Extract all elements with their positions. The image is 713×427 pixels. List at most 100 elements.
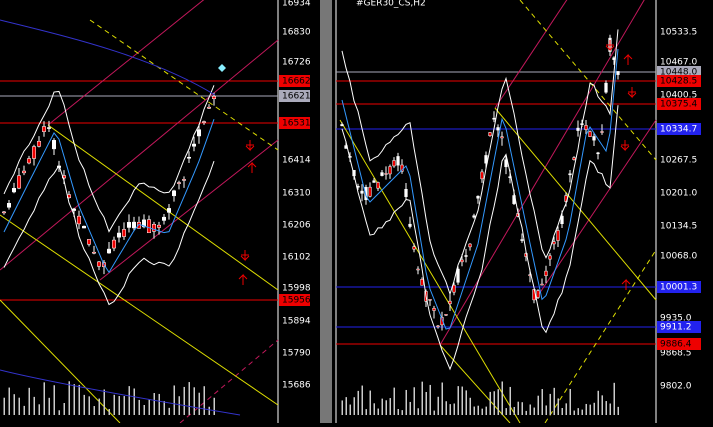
candle-body xyxy=(202,121,206,123)
volume-bar xyxy=(617,406,619,415)
volume-bar xyxy=(108,408,110,415)
volume-bar xyxy=(73,384,75,415)
volume-bar xyxy=(88,396,90,415)
candle-body xyxy=(42,126,46,132)
volume-bar xyxy=(533,407,535,415)
left-price-axis: 16934 16830 16726 16414 16310 16206 1610… xyxy=(279,0,311,391)
signal-arrow xyxy=(247,161,257,173)
volume-bar xyxy=(541,389,543,415)
volume-bar xyxy=(505,408,507,415)
volume-bar xyxy=(123,396,125,415)
volume-bar xyxy=(417,408,419,415)
level-label: 10448.0 xyxy=(660,68,697,78)
candle-body xyxy=(87,239,91,245)
candle-body xyxy=(432,308,436,311)
volume-bar xyxy=(349,404,351,415)
volume-bar xyxy=(23,405,25,415)
volume-bar xyxy=(557,398,559,415)
volume-bar xyxy=(453,403,455,415)
volume-bar xyxy=(553,387,555,415)
volume-bar xyxy=(477,405,479,415)
volume-bar xyxy=(113,394,115,415)
candle-body xyxy=(142,219,146,228)
volume-bar xyxy=(381,398,383,415)
volume-bar xyxy=(8,387,10,415)
signal-arrow xyxy=(605,40,615,52)
candle-body xyxy=(162,216,166,221)
volume-bar xyxy=(203,386,205,415)
volume-bar xyxy=(193,387,195,415)
candle-body xyxy=(2,211,6,214)
volume-bar xyxy=(373,403,375,415)
volume-bar xyxy=(58,410,60,415)
candle-body xyxy=(520,239,524,241)
volume-bar xyxy=(605,401,607,415)
moving-average xyxy=(0,19,216,96)
level-box xyxy=(657,338,701,350)
candle-body xyxy=(436,325,440,328)
candle-body xyxy=(472,215,476,218)
candle-body xyxy=(197,129,201,137)
volume-bar xyxy=(433,410,435,415)
volume-bar xyxy=(345,397,347,415)
volume-bar xyxy=(589,404,591,415)
chart-drawings xyxy=(0,0,657,424)
volume-bar xyxy=(609,403,611,415)
candle-body xyxy=(212,96,216,99)
price-label: 10267.5 xyxy=(660,156,697,166)
volume-bar xyxy=(461,386,463,415)
level-label: 10001.3 xyxy=(660,283,697,293)
divider xyxy=(320,0,332,423)
volume-bar xyxy=(361,385,363,415)
candle-body xyxy=(556,230,560,241)
candle-body xyxy=(396,156,400,166)
volume-bar xyxy=(549,393,551,415)
volume-bar xyxy=(341,400,343,415)
level-label: 9886.4 xyxy=(660,340,692,350)
candle-body xyxy=(172,190,176,197)
volume-bar xyxy=(529,404,531,415)
signal-arrow xyxy=(621,278,631,290)
volume-bar xyxy=(38,404,40,415)
volume-bar xyxy=(601,395,603,415)
volume-bar xyxy=(593,402,595,415)
level-label: 15956 xyxy=(282,296,311,306)
volume-bar xyxy=(481,408,483,415)
volume-bar xyxy=(581,409,583,415)
candle-body xyxy=(12,188,16,193)
volume-bar xyxy=(561,408,563,415)
volume-bar xyxy=(385,400,387,415)
price-label: 16310 xyxy=(282,189,311,199)
level-label: 9911.2 xyxy=(660,323,692,333)
price-label: 10400.5 xyxy=(660,91,697,101)
level-label: 10334.7 xyxy=(660,125,697,135)
price-label: 16414 xyxy=(282,156,311,166)
candle-body xyxy=(536,290,540,298)
volume-bar xyxy=(537,395,539,415)
candle-body xyxy=(147,219,151,234)
price-label: 15686 xyxy=(282,381,311,391)
volume-bar xyxy=(93,406,95,415)
candle-body xyxy=(37,141,41,147)
volume-bar xyxy=(469,397,471,415)
volume-bar xyxy=(213,397,215,415)
candle-body xyxy=(548,255,552,260)
candle-body xyxy=(117,232,121,238)
chart-title: #GER30_CS,H2 xyxy=(356,0,426,9)
volume-bar xyxy=(485,406,487,415)
volume-bar xyxy=(148,399,150,415)
price-label: 16934 xyxy=(282,0,311,9)
candle-body xyxy=(408,223,412,227)
volume-bar xyxy=(365,409,367,415)
volume-bar xyxy=(525,410,527,415)
candle-body xyxy=(360,190,364,194)
volume-bar xyxy=(389,398,391,415)
volume-bar xyxy=(48,397,50,415)
volume-bar xyxy=(545,405,547,415)
volume-bar xyxy=(128,386,130,415)
candle-body xyxy=(364,187,368,201)
candle-body xyxy=(600,131,604,133)
candle-body xyxy=(596,152,600,155)
candle-body xyxy=(182,179,186,181)
